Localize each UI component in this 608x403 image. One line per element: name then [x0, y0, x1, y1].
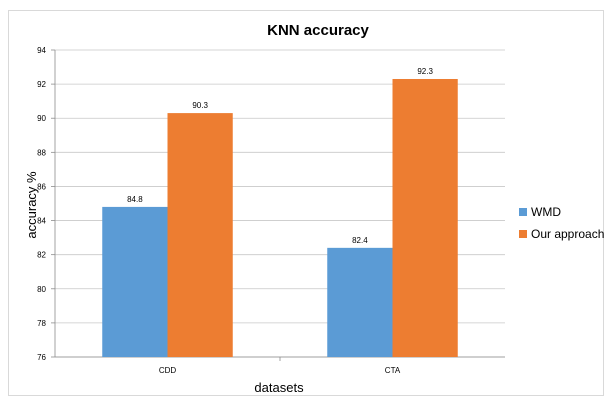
data-label: 90.3: [192, 101, 208, 110]
y-tick-label: 94: [37, 46, 46, 55]
legend-swatch: [519, 230, 527, 238]
x-tick-label: CTA: [385, 366, 401, 375]
y-tick-label: 80: [37, 285, 46, 294]
y-tick-label: 88: [37, 148, 46, 157]
y-axis-title: accuracy %: [24, 171, 39, 239]
legend-label: WMD: [531, 205, 561, 219]
y-tick-label: 76: [37, 353, 46, 362]
data-label: 92.3: [417, 67, 433, 76]
bar-cdd-wmd: [102, 206, 168, 357]
y-tick-label: 82: [37, 251, 46, 260]
bar-cta-our-approach: [392, 78, 458, 357]
x-axis-title: datasets: [254, 380, 304, 395]
y-axis-ticks: 76 78 80 82 84 86 88 90 92 94: [37, 46, 55, 362]
legend: WMD Our approach: [519, 205, 604, 241]
x-axis-ticks: CDD CTA: [159, 357, 401, 375]
bars: [102, 78, 458, 357]
bar-cdd-our-approach: [167, 113, 233, 357]
legend-swatch: [519, 208, 527, 216]
data-labels: 84.8 90.3 82.4 92.3: [127, 67, 433, 245]
y-tick-label: 86: [37, 182, 46, 191]
y-tick-label: 84: [37, 217, 46, 226]
data-label: 82.4: [352, 236, 368, 245]
data-label: 84.8: [127, 195, 143, 204]
x-tick-label: CDD: [159, 366, 177, 375]
y-tick-label: 78: [37, 319, 46, 328]
y-tick-label: 90: [37, 114, 46, 123]
chart-title: KNN accuracy: [267, 22, 369, 39]
y-tick-label: 92: [37, 80, 46, 89]
bar-cta-wmd: [327, 247, 393, 357]
legend-label: Our approach: [531, 227, 604, 241]
